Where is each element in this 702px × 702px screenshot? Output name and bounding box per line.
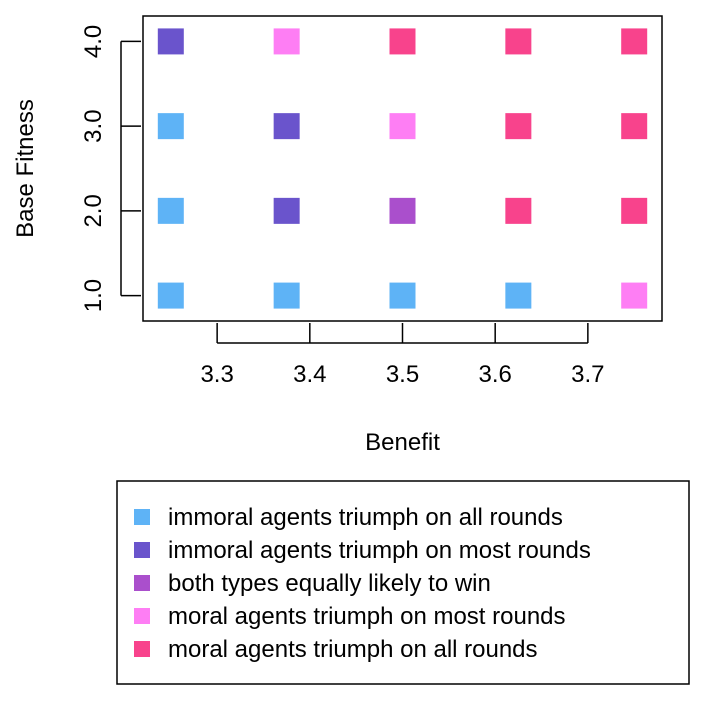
data-point-moral-all (389, 28, 416, 55)
data-point-immoral-all (389, 282, 416, 309)
data-points (157, 28, 648, 309)
legend-label-immoral-all: immoral agents triumph on all rounds (168, 504, 563, 531)
legend-box (116, 480, 690, 685)
data-point-immoral-all (157, 197, 184, 224)
y-tick-label: 4.0 (80, 25, 107, 58)
legend-label-moral-most: moral agents triumph on most rounds (168, 603, 566, 630)
data-point-moral-all (621, 28, 648, 55)
plot-frame (142, 15, 663, 322)
legend-swatch-equal (134, 575, 150, 591)
x-axis: 3.3 3.4 3.5 3.6 3.7 (200, 323, 605, 388)
data-point-moral-most (389, 113, 416, 140)
legend: immoral agents triumph on all rounds immo… (116, 480, 690, 685)
data-point-immoral-most (273, 197, 300, 224)
x-tick-label: 3.5 (386, 361, 419, 388)
legend-label-moral-all: moral agents triumph on all rounds (168, 636, 538, 663)
y-axis-title: Base Fitness (12, 99, 39, 238)
x-tick-label: 3.4 (293, 361, 326, 388)
data-point-moral-all (505, 113, 532, 140)
legend-swatch-moral-most (134, 608, 150, 624)
x-tick-label: 3.3 (200, 361, 233, 388)
legend-label-immoral-most: immoral agents triumph on most rounds (168, 537, 591, 564)
x-tick-label: 3.7 (571, 361, 604, 388)
legend-label-equal: both types equally likely to win (168, 570, 491, 597)
y-tick-label: 1.0 (80, 279, 107, 312)
y-tick-label: 3.0 (80, 109, 107, 142)
x-axis-title: Benefit (365, 429, 440, 456)
legend-swatch-moral-all (134, 641, 150, 657)
data-point-moral-most (273, 28, 300, 55)
x-tick-label: 3.6 (478, 361, 511, 388)
legend-swatch-immoral-most (134, 542, 150, 558)
data-point-moral-all (621, 197, 648, 224)
data-point-immoral-all (273, 282, 300, 309)
y-tick-label: 2.0 (80, 194, 107, 227)
y-axis: 1.0 2.0 3.0 4.0 (80, 25, 141, 312)
data-point-immoral-all (505, 282, 532, 309)
data-point-immoral-all (157, 113, 184, 140)
data-point-moral-all (621, 113, 648, 140)
data-point-immoral-most (273, 113, 300, 140)
legend-swatch-immoral-all (134, 509, 150, 525)
data-point-equal (389, 197, 416, 224)
data-point-moral-all (505, 28, 532, 55)
data-point-immoral-all (157, 282, 184, 309)
data-point-moral-all (505, 197, 532, 224)
data-point-immoral-most (157, 28, 184, 55)
data-point-moral-most (621, 282, 648, 309)
